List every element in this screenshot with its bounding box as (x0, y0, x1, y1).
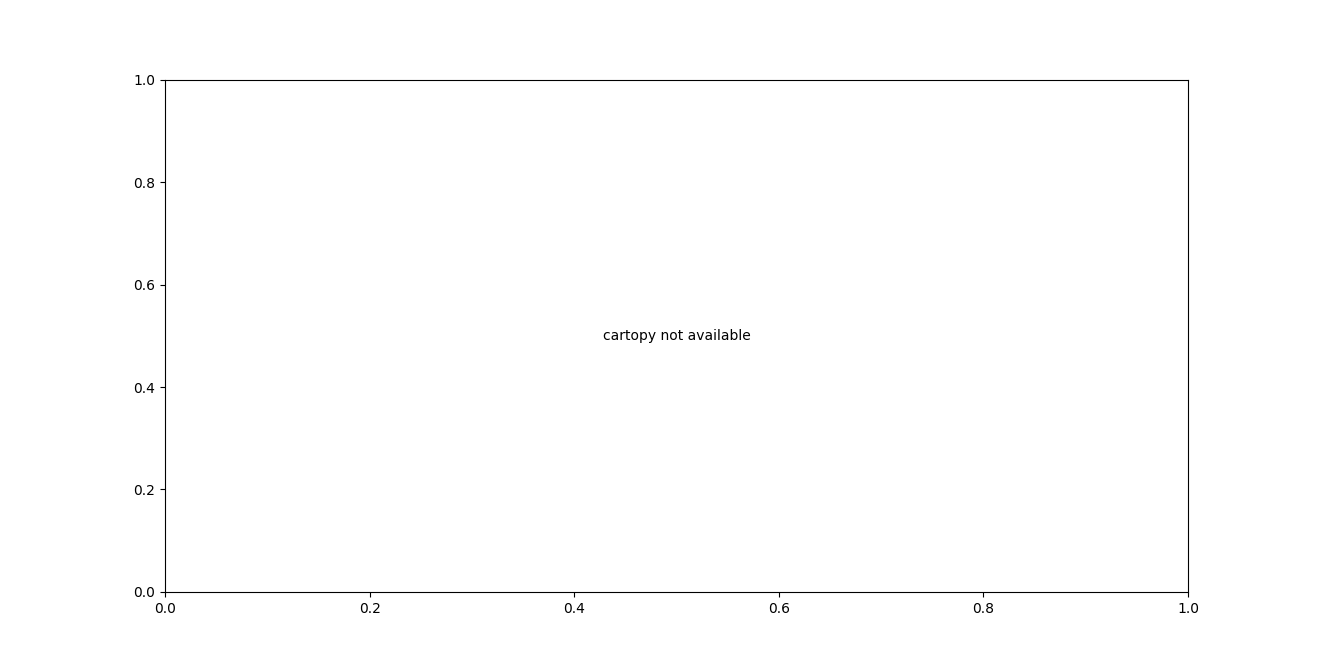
Text: cartopy not available: cartopy not available (603, 329, 750, 343)
